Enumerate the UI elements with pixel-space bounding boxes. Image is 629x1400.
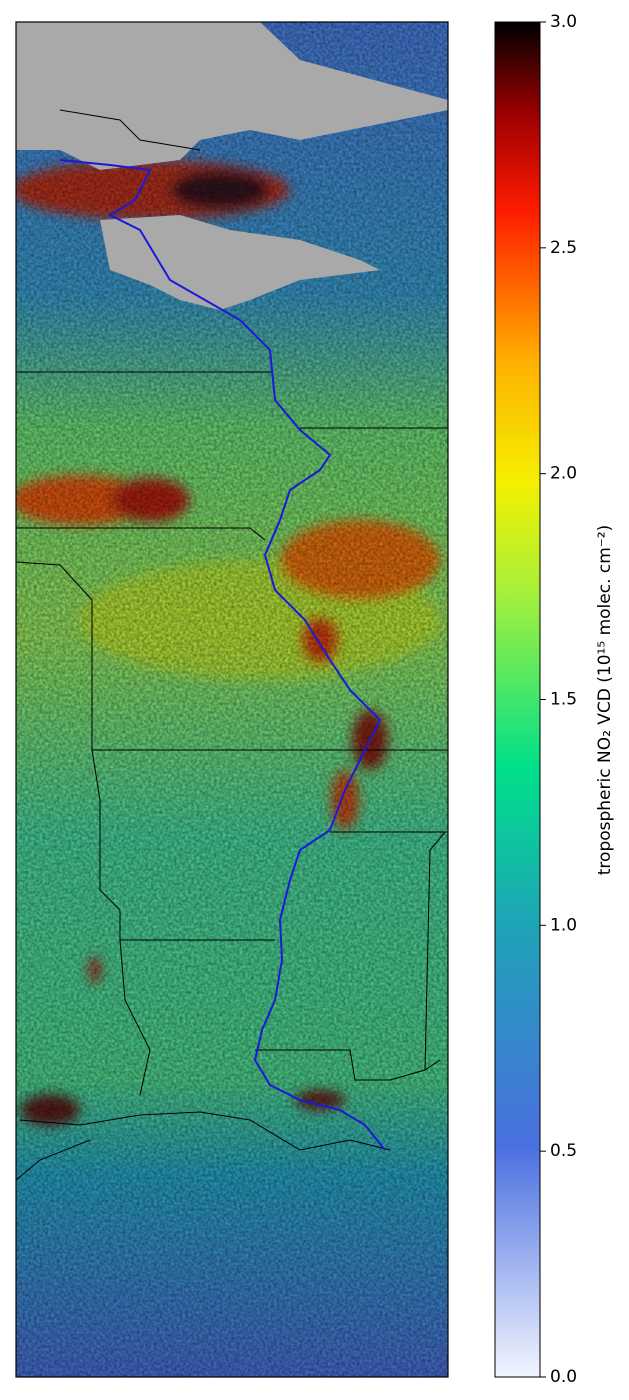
tick-label: 2.0 [550,464,577,484]
map [16,22,448,1377]
colorbar-ticks: 0.0 0.5 1.0 1.5 2.0 2.5 3.0 [540,12,577,1387]
map-frame [15,21,449,1378]
tick-label: 2.5 [550,238,577,258]
colorbar-label: tropospheric NO₂ VCD (10¹⁵ molec. cm⁻²) [595,525,615,875]
tick-label: 0.5 [550,1141,577,1161]
colorbar [494,21,541,1378]
tick-label: 0.0 [550,1367,577,1387]
tick-label: 3.0 [550,12,577,32]
tick-label: 1.0 [550,915,577,935]
tick-label: 1.5 [550,690,577,710]
